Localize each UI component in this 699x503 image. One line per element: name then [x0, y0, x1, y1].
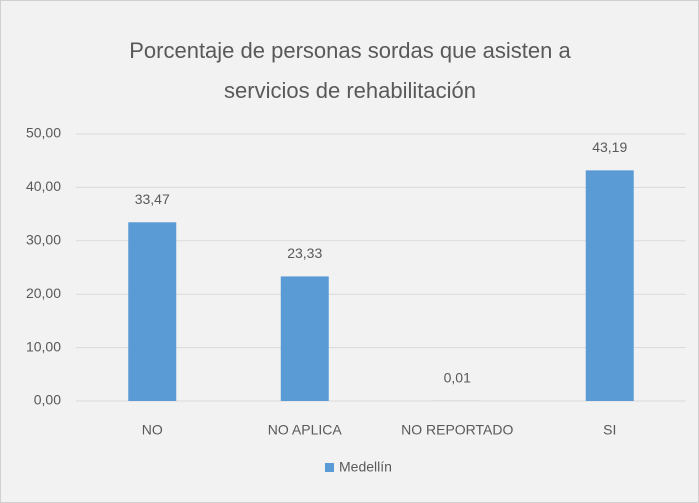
x-tick-label: NO [142, 422, 163, 438]
data-label: 23,33 [287, 245, 322, 261]
legend-label: Medellín [339, 459, 392, 475]
y-tick-label: 10,00 [26, 338, 61, 354]
bar [128, 222, 177, 401]
y-tick-label: 0,00 [34, 392, 61, 408]
data-label: 33,47 [135, 191, 170, 207]
y-tick-label: 40,00 [26, 178, 61, 194]
bar [585, 170, 634, 401]
legend-swatch [325, 463, 334, 472]
chart-title: Porcentaje de personas sordas que asiste… [129, 38, 571, 103]
x-tick-label: NO APLICA [268, 422, 343, 438]
x-tick-label: SI [603, 422, 616, 438]
data-label: 43,19 [592, 139, 627, 155]
x-tick-label: NO REPORTADO [401, 422, 513, 438]
y-tick-label: 50,00 [26, 125, 61, 141]
y-tick-label: 20,00 [26, 285, 61, 301]
bar [280, 276, 329, 401]
y-tick-label: 30,00 [26, 232, 61, 248]
data-label: 0,01 [444, 370, 471, 386]
